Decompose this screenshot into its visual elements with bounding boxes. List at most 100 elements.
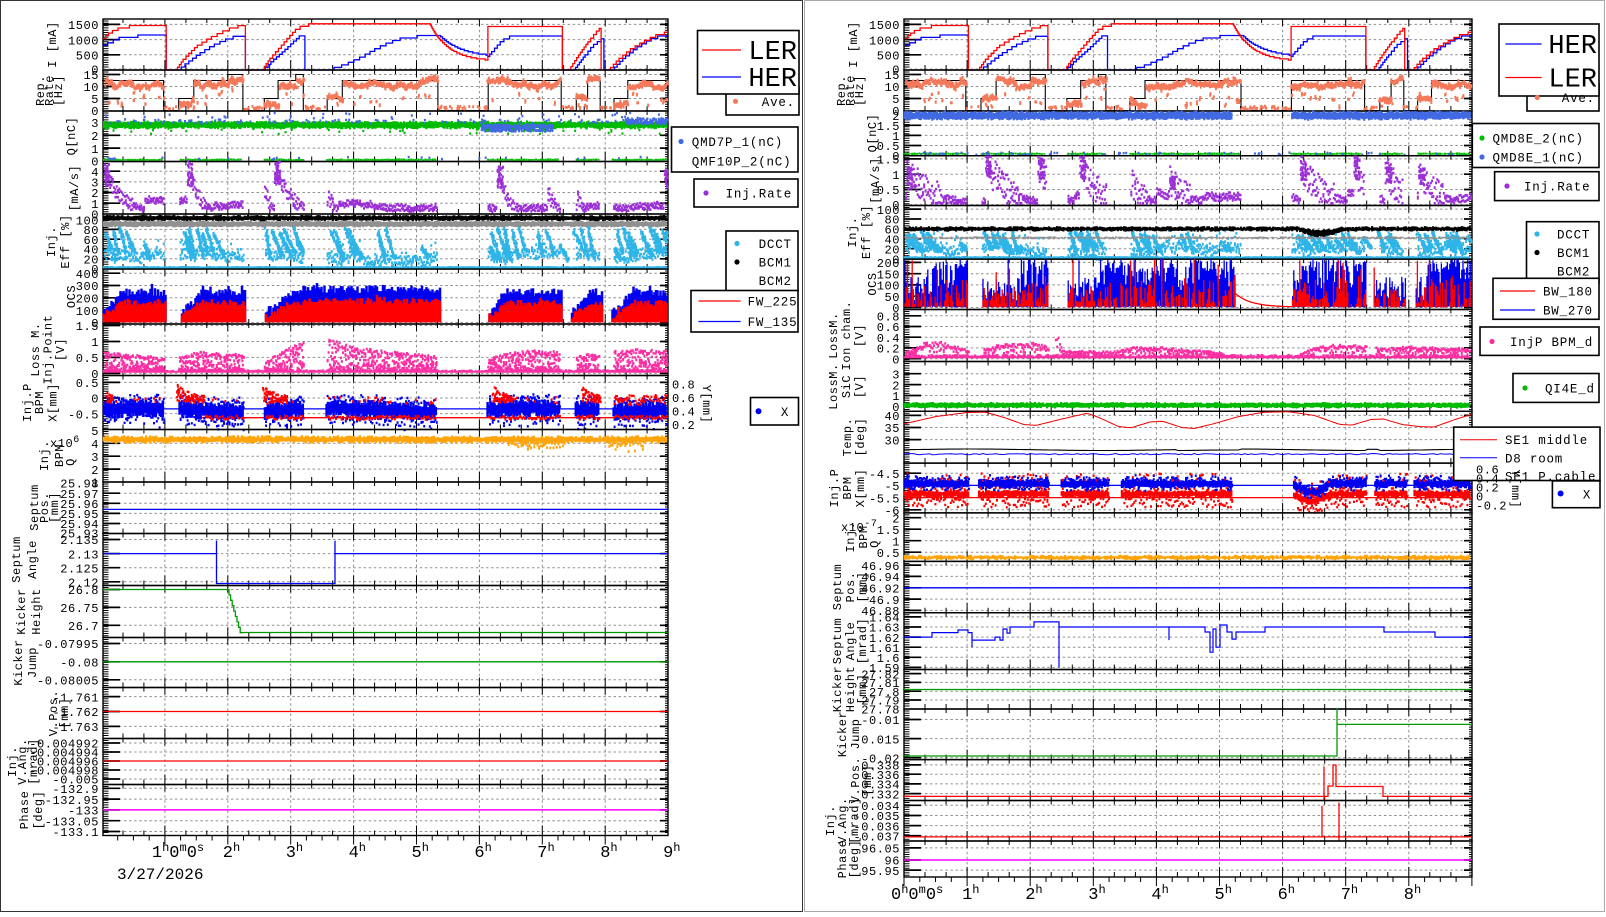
svg-text:HER: HER: [748, 65, 797, 95]
svg-text:2: 2: [892, 110, 900, 124]
svg-text:-132.95: -132.95: [45, 794, 99, 808]
svg-text:Eff [%]: Eff [%]: [59, 214, 73, 268]
svg-text:0.6: 0.6: [672, 392, 695, 406]
svg-text:1: 1: [892, 390, 900, 404]
svg-text:0: 0: [91, 64, 99, 78]
svg-text:BPM: BPM: [841, 476, 855, 499]
svg-text:46.88: 46.88: [861, 605, 900, 619]
svg-text:-0.5: -0.5: [68, 408, 99, 422]
svg-text:Q: Q: [64, 458, 78, 466]
svg-text:Height: Height: [844, 666, 858, 713]
svg-text:LER: LER: [1548, 66, 1597, 96]
svg-text:BCM1: BCM1: [759, 257, 792, 271]
svg-text:26.7: 26.7: [68, 620, 99, 634]
svg-text:Ave.: Ave.: [762, 96, 795, 110]
svg-text:1: 1: [892, 169, 900, 183]
svg-text:-1.762: -1.762: [52, 706, 99, 720]
svg-text:1500: 1500: [68, 19, 99, 33]
svg-text:0.5: 0.5: [877, 184, 900, 198]
svg-text:60: 60: [884, 224, 900, 238]
svg-text:1.6: 1.6: [877, 652, 900, 666]
svg-text:2.125: 2.125: [60, 562, 99, 576]
svg-text:25.98: 25.98: [60, 478, 99, 492]
svg-text:400: 400: [76, 268, 99, 282]
svg-text:2.135: 2.135: [60, 534, 99, 548]
svg-text:46.9: 46.9: [869, 594, 900, 608]
svg-text:-133: -133: [68, 805, 99, 819]
svg-text:LossM.: LossM.: [827, 312, 841, 359]
svg-text:0.4: 0.4: [672, 406, 695, 420]
svg-text:3: 3: [91, 451, 99, 465]
svg-text:3: 3: [892, 368, 900, 382]
svg-text:2.12: 2.12: [68, 577, 99, 591]
svg-text:Kicker: Kicker: [15, 588, 29, 635]
svg-text:DCCT: DCCT: [1557, 229, 1590, 243]
svg-text:40: 40: [83, 244, 99, 258]
svg-text:0.4: 0.4: [1476, 472, 1499, 486]
svg-text:HER: HER: [1548, 32, 1597, 62]
svg-text:[mA/s]: [mA/s]: [68, 165, 82, 212]
svg-text:QMD8E_1(nC): QMD8E_1(nC): [1493, 152, 1584, 166]
svg-text:5: 5: [892, 93, 900, 107]
svg-text:Inj.: Inj.: [824, 805, 838, 836]
svg-text:0.2: 0.2: [672, 419, 695, 433]
svg-text:Rate: Rate: [43, 75, 57, 106]
svg-text:[V]: [V]: [54, 338, 68, 361]
svg-text:-0.08005: -0.08005: [37, 675, 99, 689]
svg-text:1500: 1500: [869, 19, 900, 33]
svg-text:I [mA]: I [mA]: [847, 21, 861, 68]
svg-text:0.2: 0.2: [1476, 481, 1499, 495]
svg-text:Pos.: Pos.: [38, 492, 52, 523]
svg-text:0.336: 0.336: [861, 769, 900, 783]
svg-text:1.5: 1.5: [76, 320, 99, 334]
svg-text:V.Ang.: V.Ang.: [16, 738, 30, 785]
svg-text:[Hz]: [Hz]: [52, 75, 66, 106]
svg-text:[deg]: [deg]: [848, 840, 862, 879]
svg-text:100: 100: [76, 214, 99, 228]
svg-text:0.5: 0.5: [76, 377, 99, 391]
svg-text:-0.004992: -0.004992: [29, 738, 99, 752]
svg-text:0: 0: [91, 105, 99, 119]
svg-text:Inj.Point: Inj.Point: [42, 315, 56, 385]
svg-text:0: 0: [892, 150, 900, 164]
svg-text:Rep.: Rep.: [835, 75, 849, 106]
svg-text:96: 96: [884, 855, 900, 869]
svg-text:1.5: 1.5: [877, 120, 900, 134]
svg-text:Angle: Angle: [26, 540, 40, 579]
svg-text:1000: 1000: [869, 34, 900, 48]
svg-text:80: 80: [83, 224, 99, 238]
svg-text:Inj.P: Inj.P: [828, 469, 842, 508]
svg-text:QI4E_d: QI4E_d: [1545, 383, 1595, 397]
svg-text:Pos.: Pos.: [844, 571, 858, 602]
svg-text:Q: Q: [868, 540, 882, 548]
svg-text:40: 40: [884, 234, 900, 248]
svg-text:-6: -6: [884, 505, 900, 519]
svg-text:SE1 middle: SE1 middle: [1505, 434, 1588, 448]
svg-text:10: 10: [884, 81, 900, 95]
svg-text:0.5: 0.5: [76, 352, 99, 366]
svg-text:I [mA]: I [mA]: [46, 21, 60, 68]
svg-text:1: 1: [892, 535, 900, 549]
svg-text:1: 1: [91, 336, 99, 350]
svg-text:BPM: BPM: [857, 525, 871, 548]
svg-text:25.96: 25.96: [60, 498, 99, 512]
svg-text:2: 2: [892, 379, 900, 393]
svg-text:FW_225: FW_225: [748, 296, 798, 310]
svg-text:X[mm]: X[mm]: [47, 383, 61, 422]
svg-text:[mm]: [mm]: [856, 673, 870, 704]
svg-text:0: 0: [91, 317, 99, 331]
svg-text:[V]: [V]: [853, 324, 867, 347]
svg-text:96.05: 96.05: [861, 843, 900, 857]
svg-text:OCS: OCS: [65, 285, 79, 308]
svg-text:-133.1: -133.1: [52, 826, 99, 840]
svg-text:26.75: 26.75: [60, 602, 99, 616]
svg-text:Jump: Jump: [849, 718, 863, 749]
svg-text:-0.004996: -0.004996: [29, 756, 99, 770]
svg-text:Inj.P: Inj.P: [21, 383, 35, 422]
svg-text:-0.034: -0.034: [853, 800, 900, 814]
svg-text:0h0m0s: 0h0m0s: [891, 883, 943, 905]
svg-text:0: 0: [892, 64, 900, 78]
svg-text:LossM.: LossM.: [827, 363, 841, 410]
svg-text:BCM2: BCM2: [1557, 266, 1590, 280]
svg-text:Q[nC]: Q[nC]: [65, 117, 79, 156]
